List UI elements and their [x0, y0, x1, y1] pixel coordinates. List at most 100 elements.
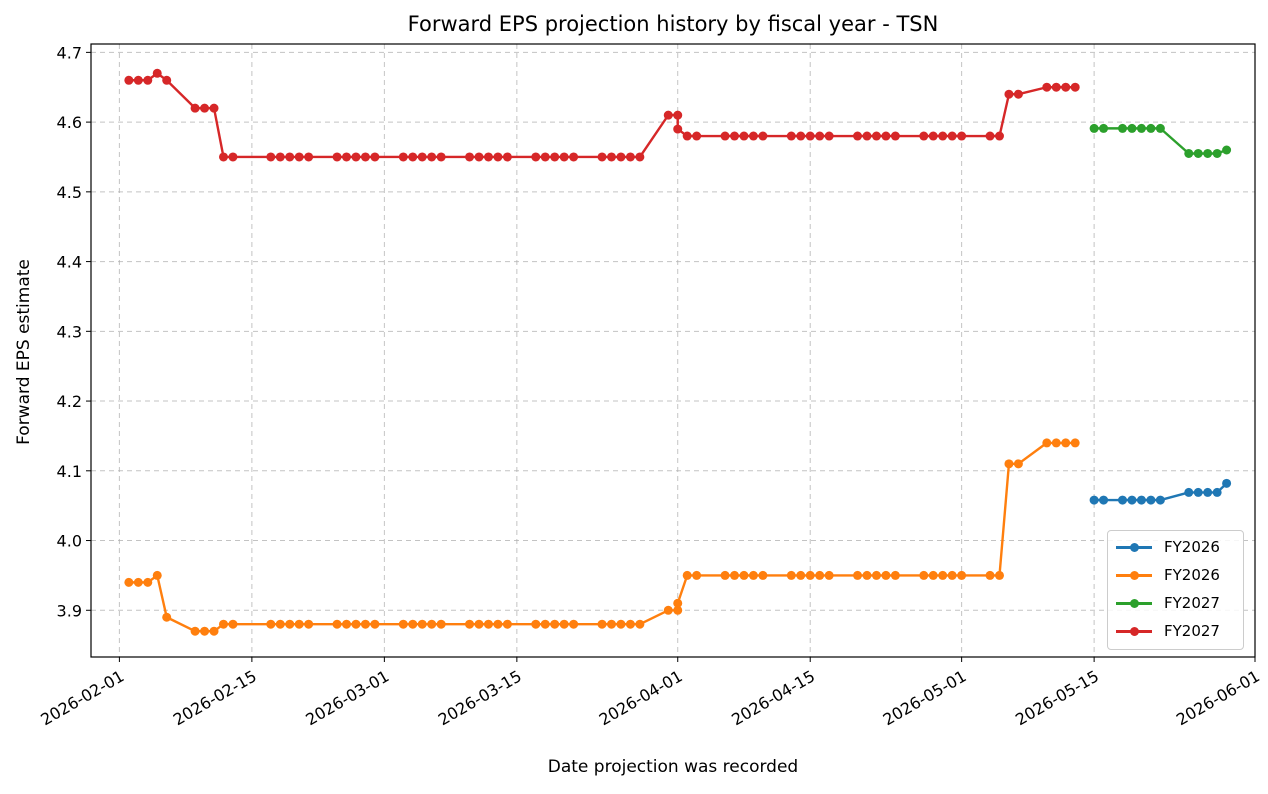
data-point [730, 131, 740, 141]
data-point [143, 75, 153, 85]
data-point [474, 152, 484, 162]
data-point [1004, 89, 1014, 99]
data-point [370, 619, 380, 629]
data-point [1155, 123, 1165, 133]
y-tick-label: 4.3 [57, 322, 82, 341]
data-point [985, 570, 995, 580]
y-tick-label: 4.7 [57, 43, 82, 62]
data-point [332, 619, 342, 629]
data-point [853, 131, 863, 141]
data-point [815, 131, 825, 141]
data-point [417, 619, 427, 629]
data-point [1222, 145, 1232, 155]
x-tick-label: 2026-03-01 [302, 666, 392, 729]
data-point [919, 570, 929, 580]
data-point [285, 152, 295, 162]
data-point [1070, 438, 1080, 448]
data-point [124, 75, 134, 85]
data-point [483, 152, 493, 162]
data-point [994, 570, 1004, 580]
data-point [550, 152, 560, 162]
x-tick-label: 2026-04-01 [596, 666, 686, 729]
data-point [427, 152, 437, 162]
data-point [1184, 487, 1194, 497]
data-point [559, 619, 569, 629]
data-point [408, 152, 418, 162]
data-point [162, 612, 172, 622]
data-point [739, 570, 749, 580]
data-point [758, 131, 768, 141]
legend-swatch [1116, 620, 1152, 642]
data-point [133, 75, 143, 85]
y-tick-label: 4.4 [57, 253, 82, 272]
data-point [351, 619, 361, 629]
data-point [200, 103, 210, 113]
legend-swatch [1116, 536, 1152, 558]
data-point [209, 103, 219, 113]
x-tick-label: 2026-06-01 [1173, 666, 1263, 729]
series-line-3 [128, 72, 1076, 159]
data-point [739, 131, 749, 141]
data-point [673, 605, 683, 615]
data-point [1155, 495, 1165, 505]
data-point [398, 152, 408, 162]
data-point [502, 152, 512, 162]
data-point [190, 626, 200, 636]
data-point [616, 152, 626, 162]
data-point [360, 152, 370, 162]
y-tick-label: 4.6 [57, 113, 82, 132]
data-point [228, 152, 238, 162]
data-point [957, 570, 967, 580]
data-point [152, 570, 162, 580]
data-point [616, 619, 626, 629]
data-point [540, 619, 550, 629]
data-point [474, 619, 484, 629]
data-point [871, 570, 881, 580]
data-point [786, 131, 796, 141]
data-point [947, 570, 957, 580]
plot-frame [90, 43, 1256, 658]
series-line-1 [128, 441, 1076, 633]
data-point [881, 570, 891, 580]
data-point [304, 152, 314, 162]
legend-swatch [1116, 564, 1152, 586]
data-point [294, 619, 304, 629]
data-point [1127, 495, 1137, 505]
data-point [947, 131, 957, 141]
data-point [275, 152, 285, 162]
data-point [919, 131, 929, 141]
data-point [143, 577, 153, 587]
data-point [597, 619, 607, 629]
data-point [815, 570, 825, 580]
y-tick-label: 4.0 [57, 532, 82, 551]
y-tick-label: 4.1 [57, 462, 82, 481]
data-point [625, 619, 635, 629]
legend-entry: FY2027 [1116, 592, 1220, 614]
data-point [1004, 459, 1014, 469]
data-point [1193, 487, 1203, 497]
data-point [805, 570, 815, 580]
data-point [1051, 82, 1061, 92]
legend-entry: FY2026 [1116, 564, 1220, 586]
y-tick-label: 4.2 [57, 392, 82, 411]
chart-legend: FY2026 FY2026 FY2027 FY2027 [1107, 530, 1244, 650]
data-point [1146, 495, 1156, 505]
data-point [1089, 495, 1099, 505]
data-point [218, 152, 228, 162]
x-tick-label: 2026-05-01 [880, 666, 970, 729]
data-point [748, 131, 758, 141]
data-point [465, 619, 475, 629]
data-point [342, 619, 352, 629]
data-point [1146, 123, 1156, 133]
data-point [881, 131, 891, 141]
legend-label: FY2026 [1164, 538, 1220, 556]
data-point [493, 152, 503, 162]
data-point [673, 124, 683, 134]
data-point [890, 131, 900, 141]
data-point [1013, 459, 1023, 469]
x-tick-label: 2026-02-15 [170, 666, 260, 729]
data-point [465, 152, 475, 162]
data-point [1061, 438, 1071, 448]
data-point [360, 619, 370, 629]
data-point [625, 152, 635, 162]
